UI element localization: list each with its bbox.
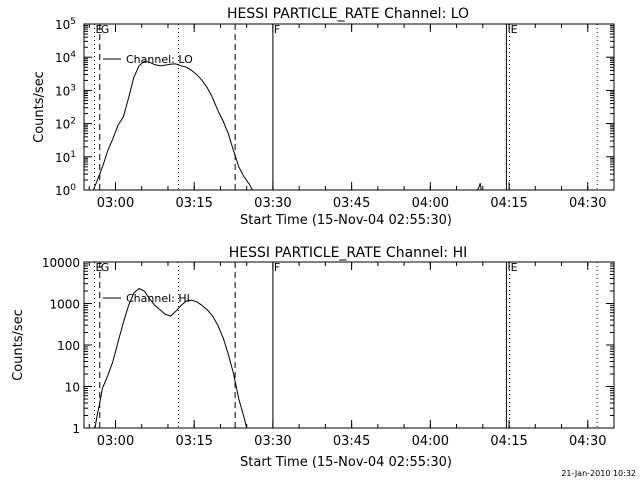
- marks-hi: 03:00 03:15 03:30 03:45 04:00 04:15 04:30 1 10 10…: [42, 256, 614, 449]
- legend-lo: Channel: LO: [103, 53, 193, 66]
- event-marker-label: F: [274, 23, 280, 36]
- x-axis-label-lo: Start Time (15-Nov-04 02:55:30): [240, 213, 452, 228]
- y-tick-label: 10: [65, 381, 80, 395]
- legend-hi: Channel: HI: [103, 292, 190, 305]
- x-tick-label: 04:30: [569, 196, 606, 211]
- x-tick-label: 03:00: [97, 434, 134, 449]
- y-tick-label: 100: [57, 339, 80, 353]
- x-tick-label: 03:15: [175, 434, 212, 449]
- event-marker-label: E: [95, 23, 102, 36]
- x-tick-label: 04:15: [490, 196, 527, 211]
- legend-label-lo: Channel: LO: [126, 53, 193, 66]
- x-tick-label: 04:30: [569, 434, 606, 449]
- y-tick-label: 103: [55, 83, 76, 98]
- event-marker-label: E: [95, 261, 102, 274]
- event-marker-label: G: [101, 23, 110, 36]
- y-tick-label: 104: [55, 50, 76, 65]
- y-axis-label-hi: Counts/sec: [11, 309, 26, 381]
- legend-label-hi: Channel: HI: [126, 292, 190, 305]
- event-marker-label: E: [511, 23, 518, 36]
- y-tick-label: 1000: [49, 298, 80, 312]
- chart-title-lo: HESSI PARTICLE_RATE Channel: LO: [227, 6, 469, 22]
- x-tick-label: 04:00: [412, 434, 449, 449]
- chart-title-hi: HESSI PARTICLE_RATE Channel: HI: [229, 245, 467, 261]
- x-tick-label: 03:15: [175, 196, 212, 211]
- y-tick-label: 10000: [42, 256, 80, 270]
- event-marker-label: E: [511, 261, 518, 274]
- y-tick-label: 100: [55, 183, 76, 198]
- panel-lo: HESSI PARTICLE_RATE Channel: LO Counts/s…: [32, 6, 615, 228]
- y-tick-label: 102: [55, 117, 76, 132]
- y-tick-label: 101: [55, 150, 76, 165]
- plot-frame-hi: [83, 261, 615, 429]
- y-tick-label: 1: [72, 422, 80, 436]
- series-line: [477, 183, 482, 191]
- x-tick-label: 04:15: [490, 434, 527, 449]
- panel-hi: HESSI PARTICLE_RATE Channel: HI Counts/s…: [11, 245, 615, 470]
- event-marker-label: F: [274, 261, 280, 274]
- marks-lo: 03:00 03:15 03:30 03:45 04:00 04:15 04:30 100 10…: [55, 17, 614, 211]
- series-line: [94, 287, 248, 429]
- y-axis-label-lo: Counts/sec: [32, 71, 47, 143]
- x-tick-label: 03:45: [333, 196, 370, 211]
- x-tick-label: 03:45: [333, 434, 370, 449]
- x-tick-label: 03:00: [97, 196, 134, 211]
- x-tick-label: 03:30: [254, 196, 291, 211]
- plot-frame-lo: [83, 23, 615, 191]
- footer-timestamp: 21-Jan-2010 10:32: [561, 469, 636, 478]
- y-tick-label: 105: [55, 17, 76, 32]
- event-marker-label: G: [101, 261, 110, 274]
- x-tick-label: 03:30: [254, 434, 291, 449]
- x-axis-label-hi: Start Time (15-Nov-04 02:55:30): [240, 455, 452, 470]
- x-tick-label: 04:00: [412, 196, 449, 211]
- series-line: [92, 60, 253, 191]
